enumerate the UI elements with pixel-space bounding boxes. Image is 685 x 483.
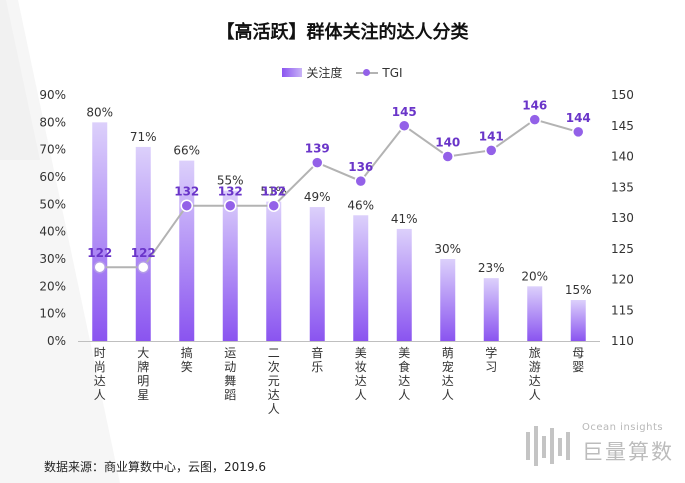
bar-value-label: 15% [565, 283, 592, 297]
x-tick-label: 运动舞蹈 [224, 346, 236, 402]
y-right-tick-label: 130 [611, 211, 634, 225]
tgi-value-label: 132 [174, 185, 199, 199]
x-tick-label: 学习 [485, 345, 497, 374]
y-left-tick-label: 50% [39, 197, 66, 211]
bar-value-label: 71% [130, 130, 157, 144]
legend: 关注度 TGI [0, 64, 685, 81]
tgi-point [441, 150, 454, 163]
y-left-tick-label: 10% [39, 307, 66, 321]
tgi-point [93, 260, 106, 274]
y-left-tick-label: 80% [39, 115, 66, 129]
bar [483, 278, 499, 341]
tgi-value-label: 141 [479, 129, 504, 143]
source-note: 数据来源：商业算数中心，云图，2019.6 [44, 460, 266, 474]
bar-value-label: 55% [217, 174, 244, 188]
bar-value-label: 20% [521, 269, 548, 283]
x-tick-label: 搞笑 [181, 345, 193, 374]
x-tick-label: 时尚达人 [94, 346, 106, 402]
tgi-point [528, 113, 541, 126]
tgi-point [398, 119, 411, 132]
x-tick-label: 大牌明星 [137, 346, 149, 402]
x-tick-label: 旅游达人 [529, 346, 541, 402]
tgi-point [572, 125, 585, 139]
y-right-tick-label: 120 [611, 273, 634, 287]
tgi-value-label: 145 [392, 105, 417, 119]
tgi-point [137, 260, 150, 274]
y-left-tick-label: 0% [47, 334, 66, 348]
bar [135, 146, 151, 341]
legend-line-label: TGI [382, 65, 403, 80]
tgi-point [180, 199, 193, 212]
bar-value-label: 46% [347, 198, 374, 212]
tgi-point [311, 156, 324, 169]
tgi-value-label: 146 [522, 99, 547, 113]
y-right-tick-label: 115 [611, 303, 634, 317]
bar [570, 300, 586, 341]
legend-item-bar: 关注度 [282, 64, 342, 81]
legend-bar-swatch [282, 68, 303, 77]
watermark-text-cn: 巨量算数 [582, 440, 674, 464]
y-right-tick-label: 140 [611, 150, 634, 164]
bar [396, 228, 412, 341]
legend-bar-label: 关注度 [306, 66, 343, 80]
tgi-value-label: 139 [305, 142, 330, 156]
y-right-tick-label: 110 [611, 334, 634, 348]
y-left-tick-label: 90% [39, 88, 66, 102]
bar-value-label: 49% [304, 190, 331, 204]
bar [92, 122, 108, 341]
bar-value-label: 51% [260, 185, 287, 199]
chart-title: 【高活跃】群体关注的达人分类 [216, 22, 469, 43]
bar-value-label: 30% [434, 242, 461, 256]
tgi-line [99, 118, 579, 269]
tgi-point [267, 199, 280, 212]
tgi-value-label: 144 [566, 111, 591, 125]
y-left-tick-label: 30% [39, 252, 66, 266]
y-left-tick-label: 20% [39, 279, 66, 293]
watermark-text-en: Ocean insights [582, 422, 664, 433]
watermark: Ocean insights 巨量算数 [520, 422, 680, 470]
tgi-point [354, 174, 367, 188]
tgi-point [485, 144, 498, 157]
combo-chart: 0% 10% 20% 30% 40% 50% 60% 70% 80% 90% 110 115 120 12… [39, 88, 634, 416]
x-tick-label: 音乐 [311, 345, 323, 374]
bar-value-label: 41% [391, 212, 418, 226]
y-right-tick-label: 145 [611, 119, 634, 133]
bar [527, 286, 543, 341]
bar-value-label: 80% [86, 105, 113, 119]
bar [309, 207, 325, 341]
x-tick-label: 二次元达人 [268, 346, 280, 416]
tgi-point [224, 199, 237, 212]
x-tick-label: 母婴 [572, 346, 584, 374]
bar-value-label: 66% [173, 144, 200, 158]
y-right-tick-label: 125 [611, 242, 634, 256]
tgi-value-label: 140 [435, 136, 460, 150]
tgi-value-label: 122 [131, 246, 156, 260]
y-left-tick-label: 70% [39, 143, 66, 157]
y-left-tick-label: 60% [39, 170, 66, 184]
bar [440, 259, 456, 341]
x-tick-label: 萌宠达人 [442, 346, 454, 402]
y-right-tick-label: 135 [611, 180, 634, 194]
tgi-value-label: 132 [261, 185, 286, 199]
bar [222, 190, 238, 341]
legend-line-marker [356, 68, 379, 77]
watermark-logo-icon [526, 426, 570, 466]
y-left-tick-label: 40% [39, 225, 66, 239]
bar [353, 215, 369, 341]
bar-value-label: 23% [478, 261, 505, 275]
x-tick-label: 美食达人 [398, 346, 410, 402]
x-tick-label: 美妆达人 [355, 346, 367, 402]
tgi-value-label: 136 [348, 160, 373, 174]
y-right-tick-label: 150 [611, 88, 634, 102]
legend-item-line: TGI [356, 65, 403, 80]
tgi-value-label: 122 [87, 246, 112, 260]
tgi-value-label: 132 [218, 185, 243, 199]
bar [266, 201, 282, 341]
